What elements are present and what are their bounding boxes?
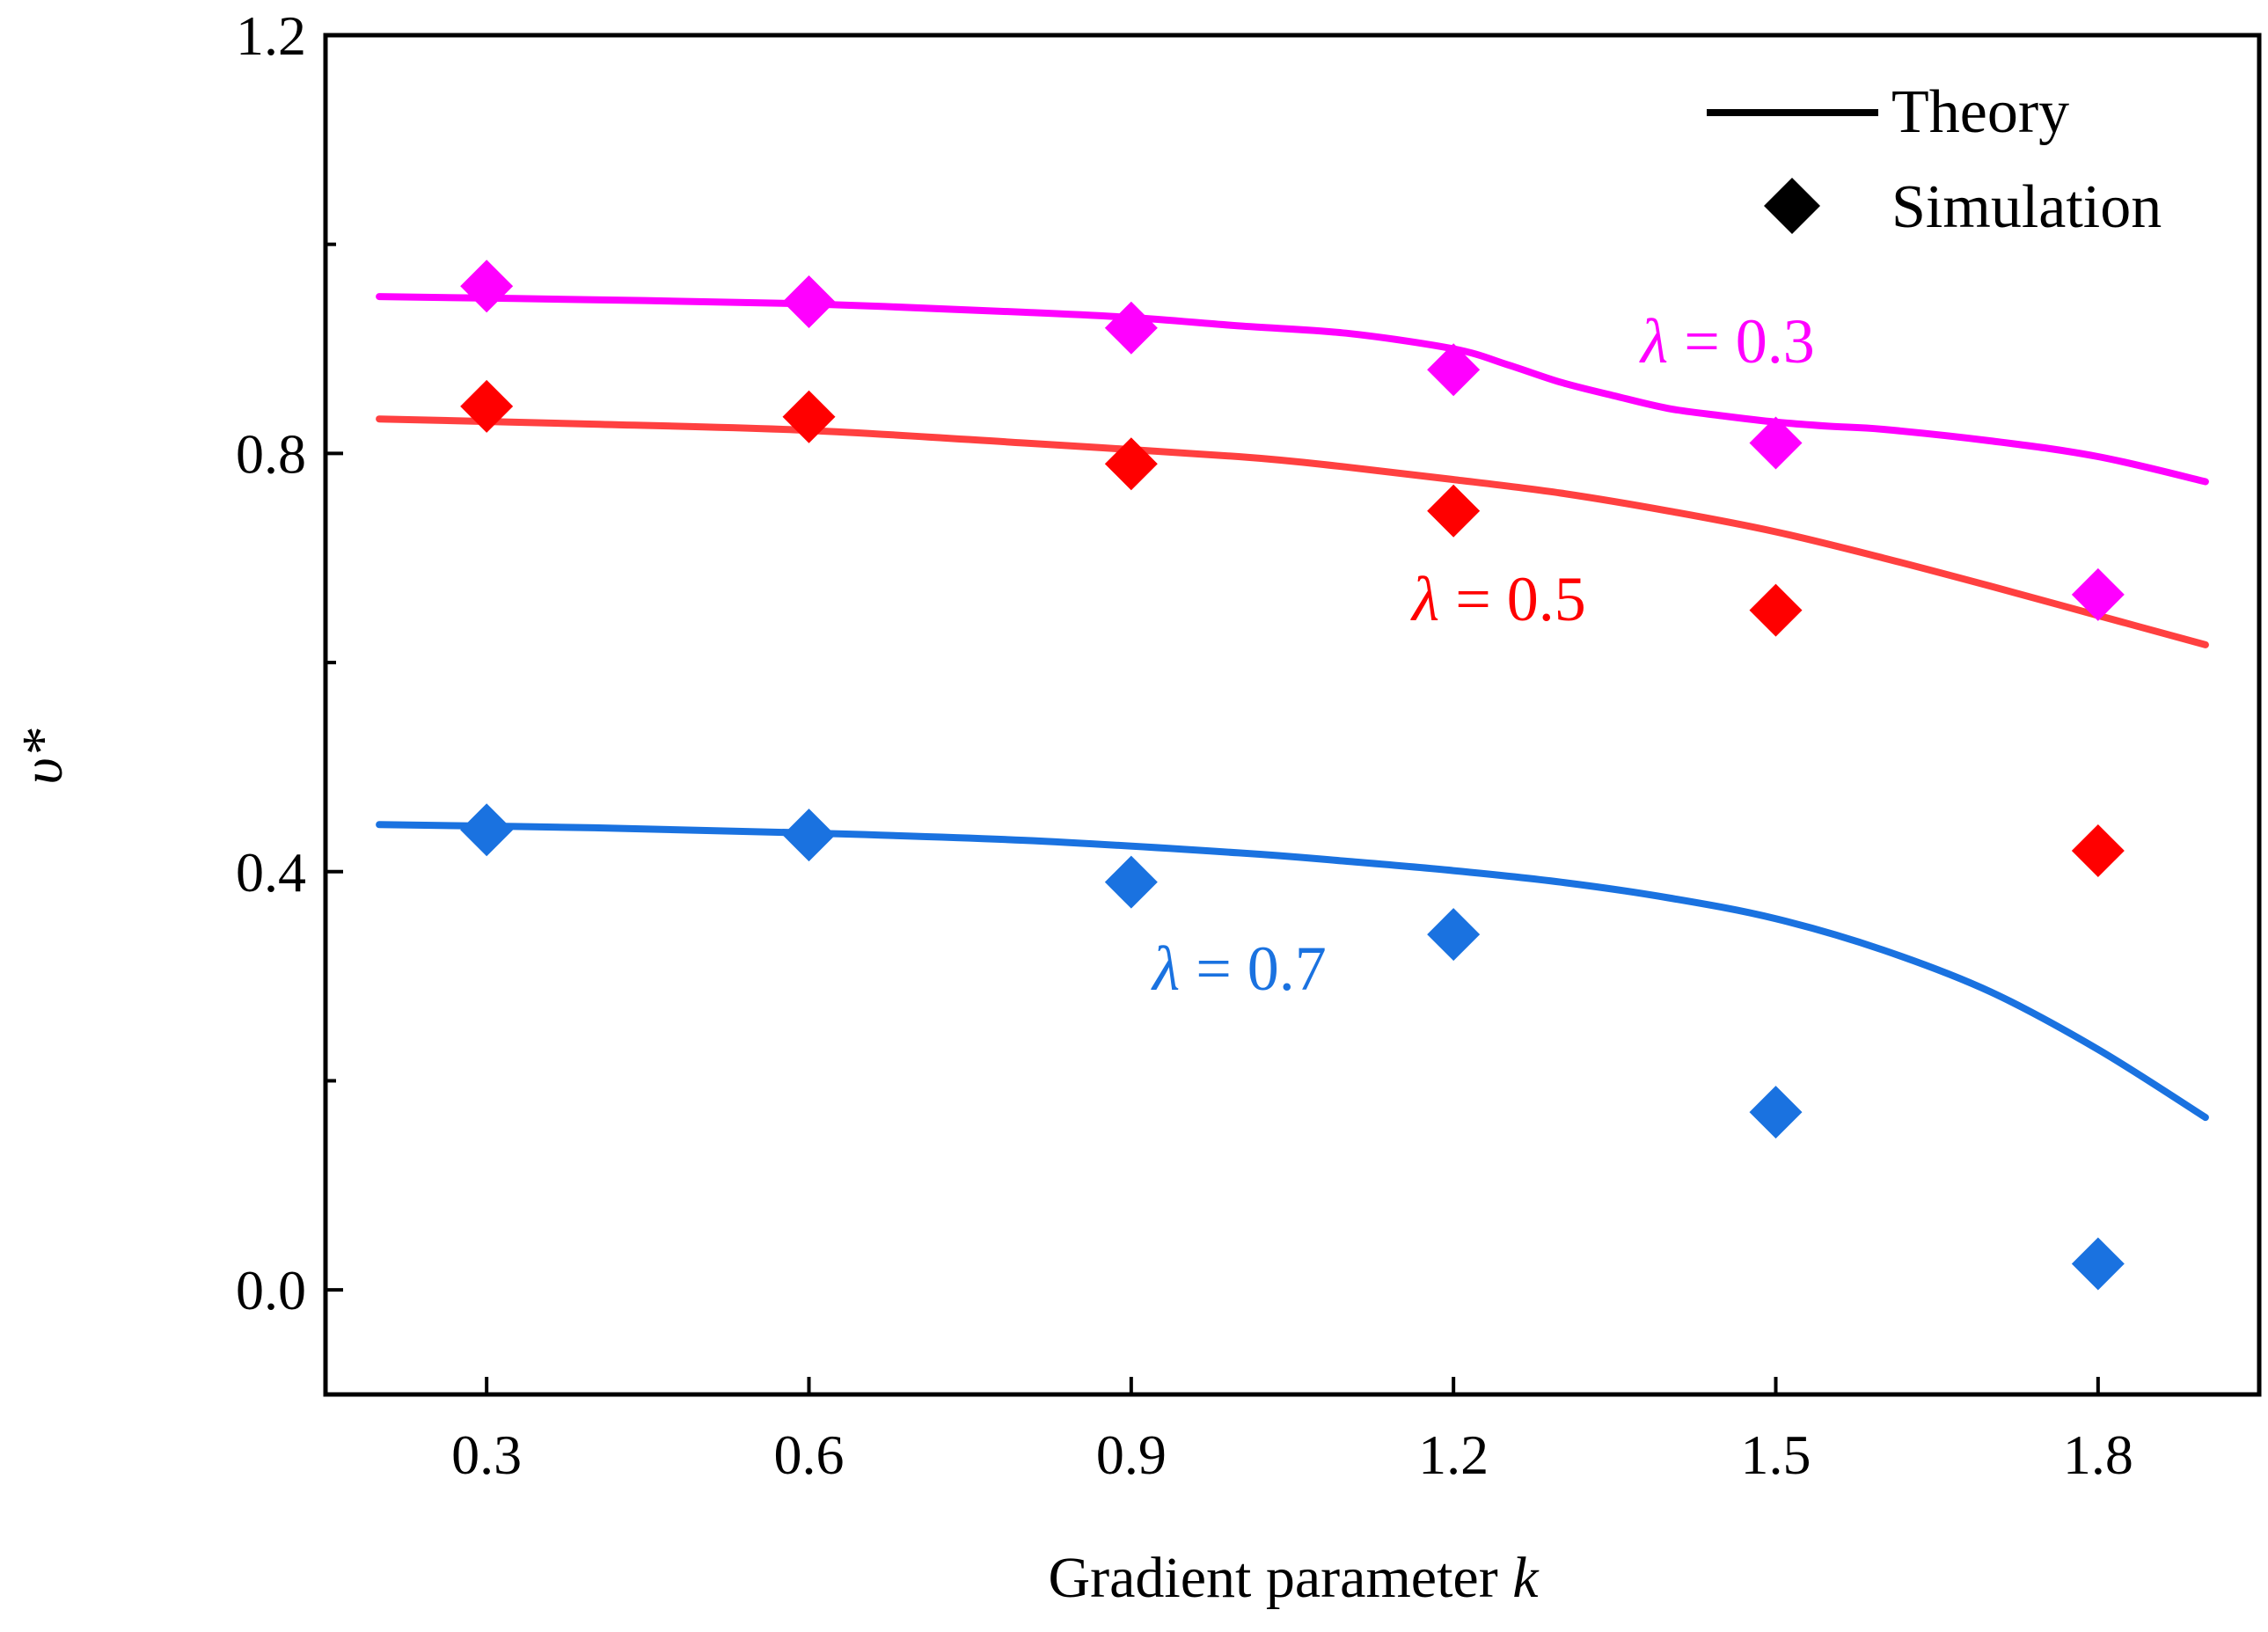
simulation-point-series-2 — [1104, 855, 1158, 909]
simulation-point-series-1 — [2071, 824, 2125, 877]
simulation-point-series-2 — [1749, 1086, 1803, 1139]
simulation-point-series-0 — [1104, 301, 1158, 355]
x-axis-label: Gradient parameter k — [1048, 1546, 1540, 1610]
y-tick-label: 0.8 — [236, 422, 306, 485]
simulation-point-series-0 — [460, 260, 514, 313]
plot-area-frame — [323, 33, 2262, 1397]
simulation-point-series-0 — [1427, 343, 1481, 397]
x-axis-ticks: 0.3 0.6 0.9 1.2 1.5 1.8 — [451, 1377, 2133, 1486]
x-tick-label: 1.5 — [1741, 1423, 1811, 1486]
annotation-lambda-0.7: λ = 0.7 — [1151, 933, 1327, 1004]
x-tick-label: 1.8 — [2063, 1423, 2133, 1486]
simulation-point-series-1 — [460, 379, 514, 433]
simulation-point-series-0 — [782, 275, 836, 329]
simulation-point-series-2 — [460, 803, 514, 857]
simulation-point-series-1 — [1104, 437, 1158, 491]
x-tick-label: 0.3 — [451, 1423, 522, 1486]
x-tick-label: 0.9 — [1096, 1423, 1167, 1486]
simulation-point-series-2 — [782, 809, 836, 862]
legend-simulation-diamond-icon — [1764, 178, 1820, 234]
simulation-point-series-0 — [1749, 416, 1803, 470]
annotation-lambda-0.3: λ = 0.3 — [1639, 306, 1815, 377]
y-axis-ticks: 0.0 0.4 0.8 1.2 — [236, 4, 343, 1321]
y-tick-label: 0.0 — [236, 1259, 306, 1321]
theory-lines — [376, 293, 2209, 1122]
annotation-lambda-0.5: λ = 0.5 — [1410, 564, 1586, 634]
theory-line-series-0 — [376, 293, 2209, 486]
theory-line-series-2 — [376, 821, 2209, 1122]
legend: Theory Simulation — [1707, 78, 2162, 241]
x-tick-label: 1.2 — [1418, 1423, 1489, 1486]
simulation-point-series-1 — [1427, 484, 1481, 538]
simulation-point-series-2 — [1427, 908, 1481, 962]
legend-simulation-label: Simulation — [1891, 173, 2162, 241]
simulation-point-series-2 — [2071, 1237, 2125, 1291]
y-axis-label: υ* — [11, 728, 75, 784]
theory-line-series-1 — [376, 415, 2209, 648]
simulation-point-series-1 — [1749, 583, 1803, 637]
simulation-point-series-0 — [2071, 567, 2125, 621]
simulation-point-series-1 — [782, 390, 836, 443]
legend-theory-label: Theory — [1891, 78, 2069, 146]
x-tick-label: 0.6 — [774, 1423, 845, 1486]
y-tick-label: 1.2 — [236, 4, 306, 67]
simulation-markers — [460, 260, 2125, 1291]
y-tick-label: 0.4 — [236, 841, 306, 904]
